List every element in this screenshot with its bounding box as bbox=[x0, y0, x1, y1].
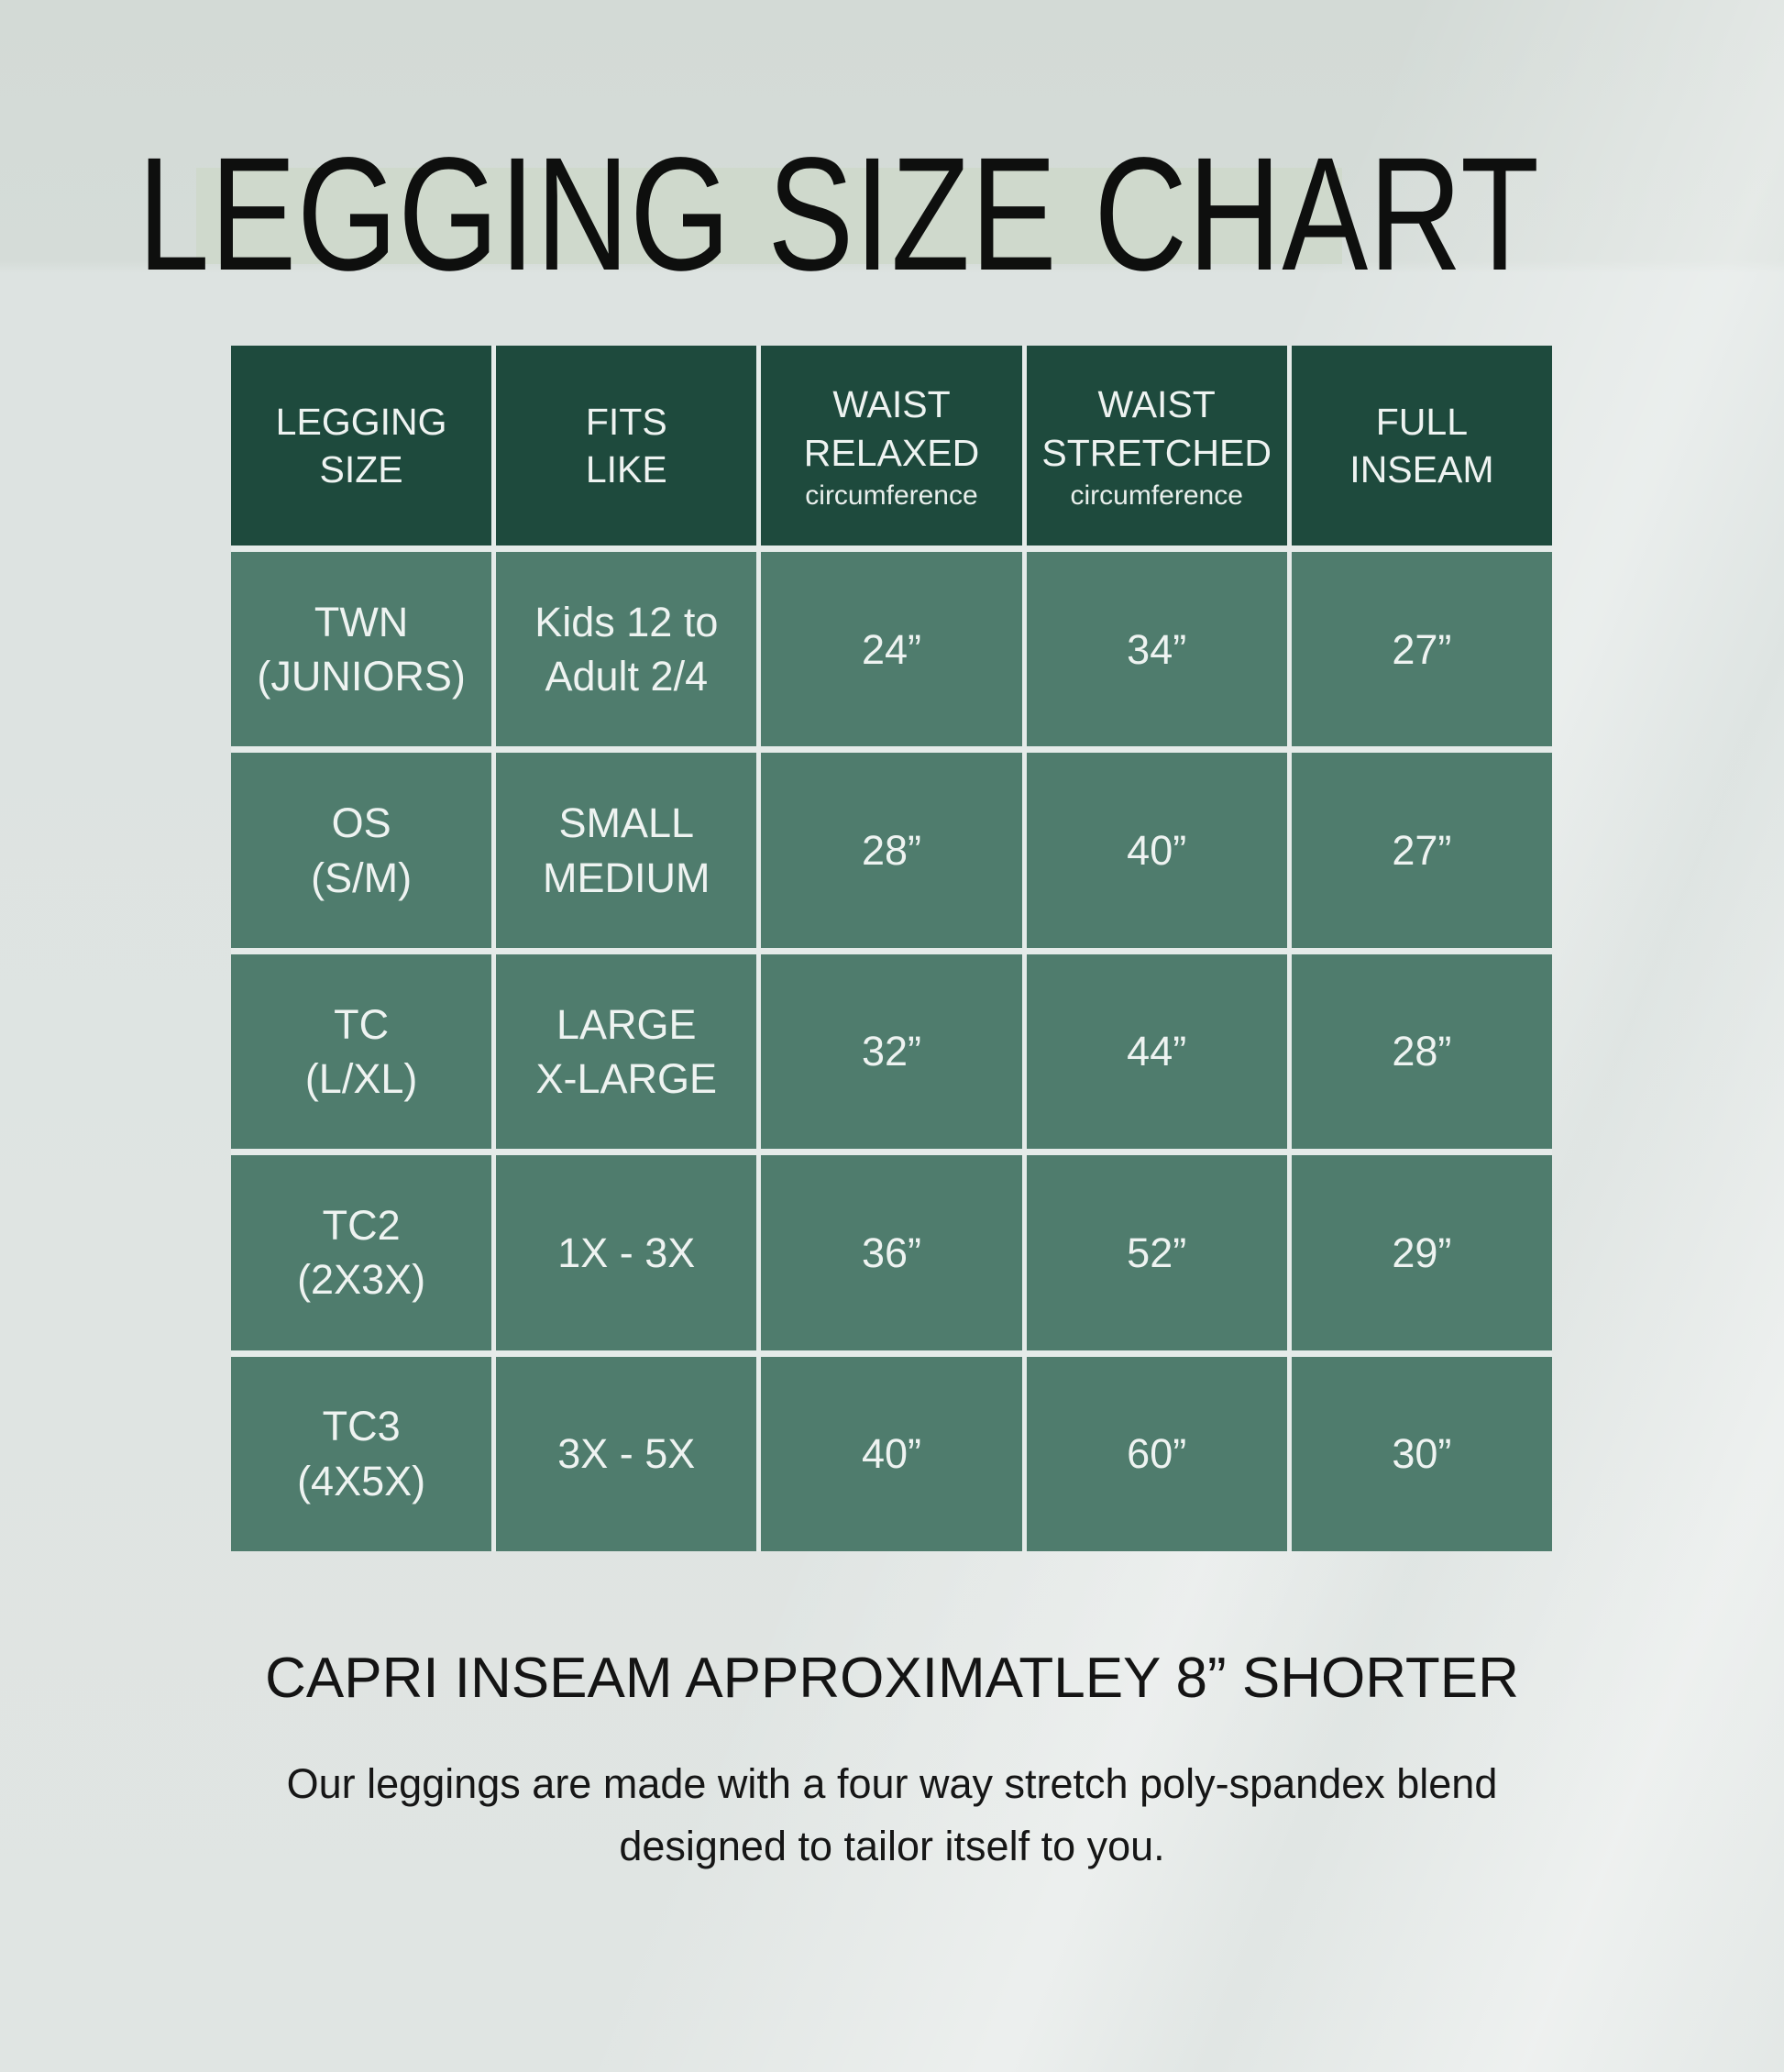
size-chart-table: LEGGING SIZE FITS LIKE WAIST RELAXED cir… bbox=[231, 346, 1552, 1551]
header-label: WAIST RELAXED bbox=[803, 383, 980, 474]
cell-waist-stretched-tc2: 52” bbox=[1026, 1155, 1287, 1350]
header-cell-waist-relaxed: WAIST RELAXED circumference bbox=[761, 346, 1022, 546]
cell-waist-relaxed-tc3: 40” bbox=[761, 1356, 1022, 1551]
cell-waist-stretched-tc: 44” bbox=[1026, 953, 1287, 1150]
cell-waist-stretched-twn: 34” bbox=[1026, 552, 1287, 747]
cell-fits-tc: LARGE X-LARGE bbox=[496, 953, 757, 1150]
header-cell-fits-like: FITS LIKE bbox=[496, 346, 757, 546]
header-sublabel: circumference bbox=[1070, 479, 1243, 511]
header-cell-waist-stretched: WAIST STRETCHED circumference bbox=[1026, 346, 1287, 546]
page-title: LEGGING SIZE CHART bbox=[138, 125, 1540, 304]
cell-size-twn: TWN (JUNIORS) bbox=[231, 552, 492, 747]
cell-waist-relaxed-tc: 32” bbox=[761, 953, 1022, 1150]
cell-fits-tc3: 3X - 5X bbox=[496, 1356, 757, 1551]
fabric-description-note: Our leggings are made with a four way st… bbox=[286, 1760, 1498, 1869]
cell-inseam-tc2: 29” bbox=[1291, 1155, 1552, 1350]
title-highlight-band bbox=[196, 168, 1342, 264]
header-label: LEGGING SIZE bbox=[275, 400, 447, 490]
cell-fits-twn: Kids 12 to Adult 2/4 bbox=[496, 552, 757, 747]
cell-fits-tc2: 1X - 3X bbox=[496, 1155, 757, 1350]
cell-waist-relaxed-tc2: 36” bbox=[761, 1155, 1022, 1350]
header-cell-full-inseam: FULL INSEAM bbox=[1291, 346, 1552, 546]
header-label: FITS LIKE bbox=[585, 400, 667, 490]
cell-inseam-twn: 27” bbox=[1291, 552, 1552, 747]
header-label: WAIST STRETCHED bbox=[1041, 383, 1272, 474]
cell-waist-relaxed-os: 28” bbox=[761, 753, 1022, 948]
cell-size-tc2: TC2 (2X3X) bbox=[231, 1155, 492, 1350]
cell-size-tc: TC (L/XL) bbox=[231, 953, 492, 1150]
page-title-wrap: LEGGING SIZE CHART bbox=[0, 134, 1731, 295]
header-label: FULL INSEAM bbox=[1349, 400, 1494, 490]
cell-size-tc3: TC3 (4X5X) bbox=[231, 1356, 492, 1551]
cell-size-os: OS (S/M) bbox=[231, 753, 492, 948]
capri-inseam-note: CAPRI INSEAM APPROXIMATLEY 8” SHORTER bbox=[265, 1647, 1519, 1710]
cell-waist-stretched-tc3: 60” bbox=[1026, 1356, 1287, 1551]
cell-inseam-tc: 28” bbox=[1291, 953, 1552, 1150]
header-cell-legging-size: LEGGING SIZE bbox=[231, 346, 492, 546]
cell-fits-os: SMALL MEDIUM bbox=[496, 753, 757, 948]
cell-inseam-tc3: 30” bbox=[1291, 1356, 1552, 1551]
header-sublabel: circumference bbox=[805, 479, 978, 511]
cell-waist-stretched-os: 40” bbox=[1026, 753, 1287, 948]
cell-waist-relaxed-twn: 24” bbox=[761, 552, 1022, 747]
cell-inseam-os: 27” bbox=[1291, 753, 1552, 948]
